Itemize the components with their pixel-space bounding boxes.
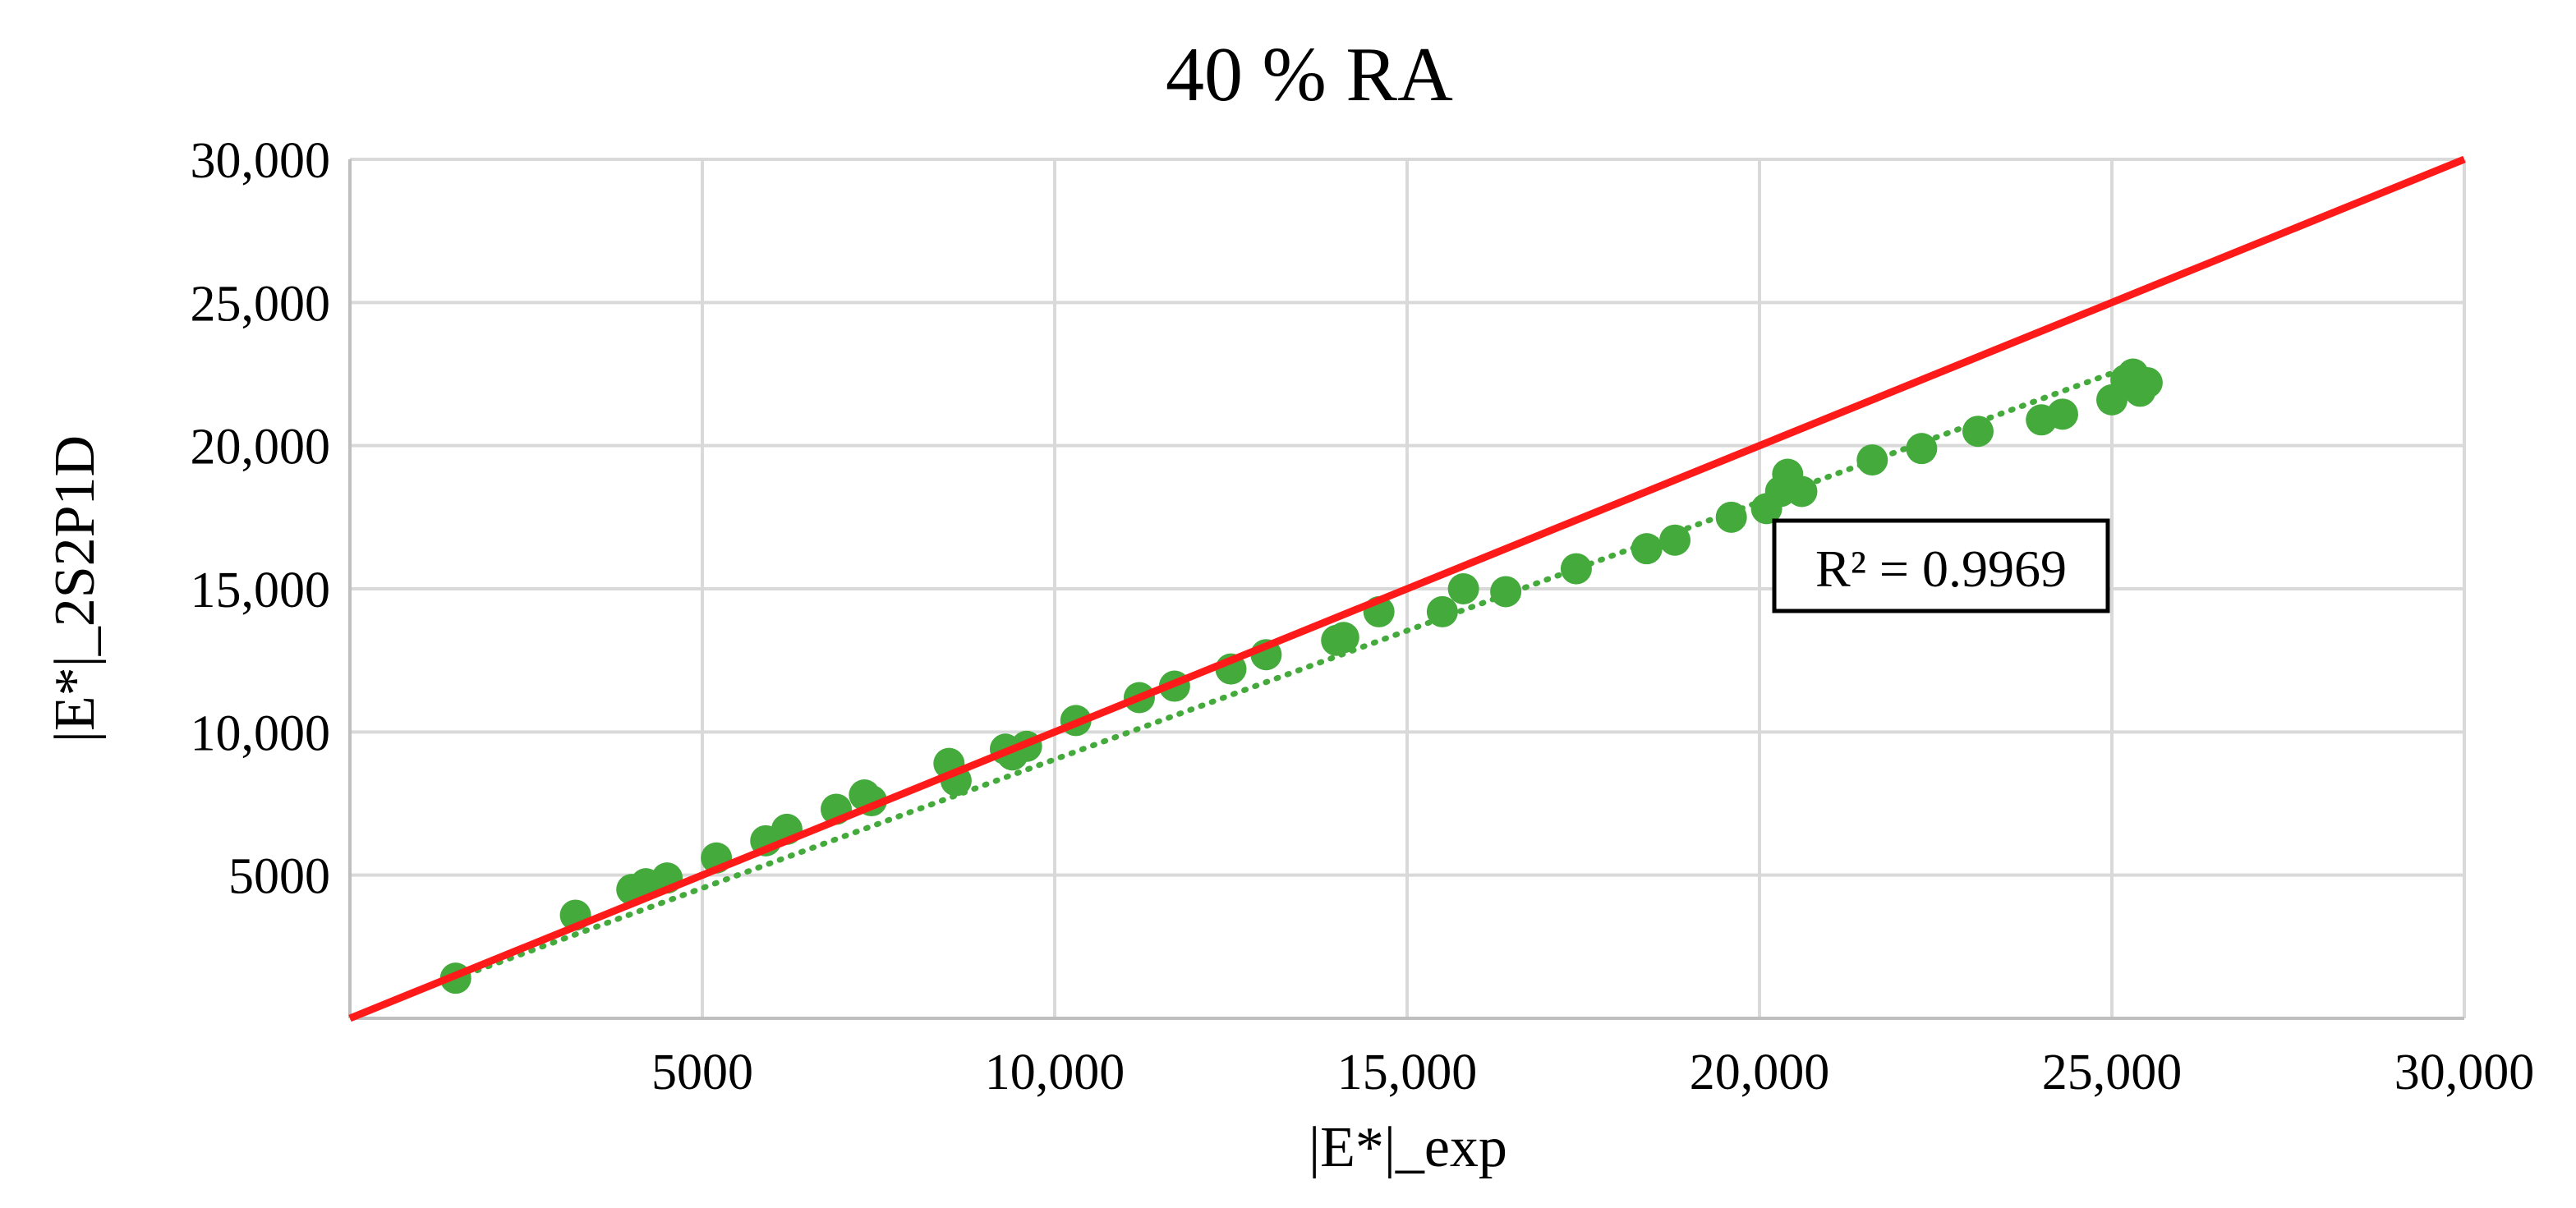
y-tick-label: 30,000 [191, 133, 331, 189]
data-points [439, 358, 2163, 994]
y-axis-label: |E*|_2S2P1D [44, 435, 107, 742]
data-point [1560, 553, 1592, 585]
x-tick-label: 25,000 [2042, 1045, 2183, 1100]
data-point [2131, 366, 2163, 398]
equality-line-layer [348, 155, 2466, 1022]
data-point [2046, 398, 2078, 430]
y-tick-label: 15,000 [191, 563, 331, 618]
y-tick-label: 20,000 [191, 420, 331, 475]
data-point [1447, 573, 1479, 604]
axes [348, 159, 2464, 1020]
data-point [1490, 576, 1522, 608]
data-point [1786, 475, 1818, 508]
data-point [1906, 433, 1938, 465]
x-tick-label: 30,000 [2394, 1045, 2535, 1100]
equality-line [348, 155, 2466, 1022]
trendline-layer [453, 362, 2137, 981]
tick-labels: 5000 10,000 15,000 20,000 25,000 30,000 5000 10… [191, 133, 2535, 1100]
x-tick-label: 5000 [651, 1045, 753, 1100]
annotation-box [1772, 518, 2110, 613]
x-tick-label: 15,000 [1337, 1045, 1478, 1100]
data-point [1327, 622, 1359, 654]
x-tick-label: 10,000 [985, 1045, 1125, 1100]
data-point [1631, 533, 1663, 565]
x-axis-label: |E*|_exp [1309, 1116, 1507, 1179]
y-tick-label: 10,000 [191, 705, 331, 761]
x-tick-label: 20,000 [1690, 1045, 1830, 1100]
r-squared-annotation: R² = 0.9969 [1772, 518, 2110, 613]
chart-title: 40 % RA [1166, 32, 1453, 117]
data-point [1659, 524, 1691, 556]
y-tick-label: 25,000 [191, 276, 331, 332]
data-point [1856, 444, 1888, 476]
y-tick-label: 5000 [228, 849, 330, 905]
trendline [453, 362, 2137, 981]
data-point [1426, 595, 1458, 627]
annotation-text: R² = 0.9969 [1815, 540, 2067, 598]
data-point [1715, 501, 1747, 533]
data-point [1962, 416, 1994, 448]
